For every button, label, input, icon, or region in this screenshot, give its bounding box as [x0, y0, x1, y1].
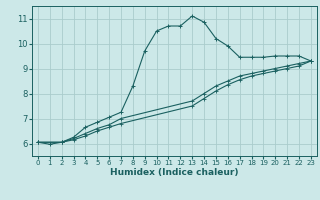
X-axis label: Humidex (Indice chaleur): Humidex (Indice chaleur)	[110, 168, 239, 177]
